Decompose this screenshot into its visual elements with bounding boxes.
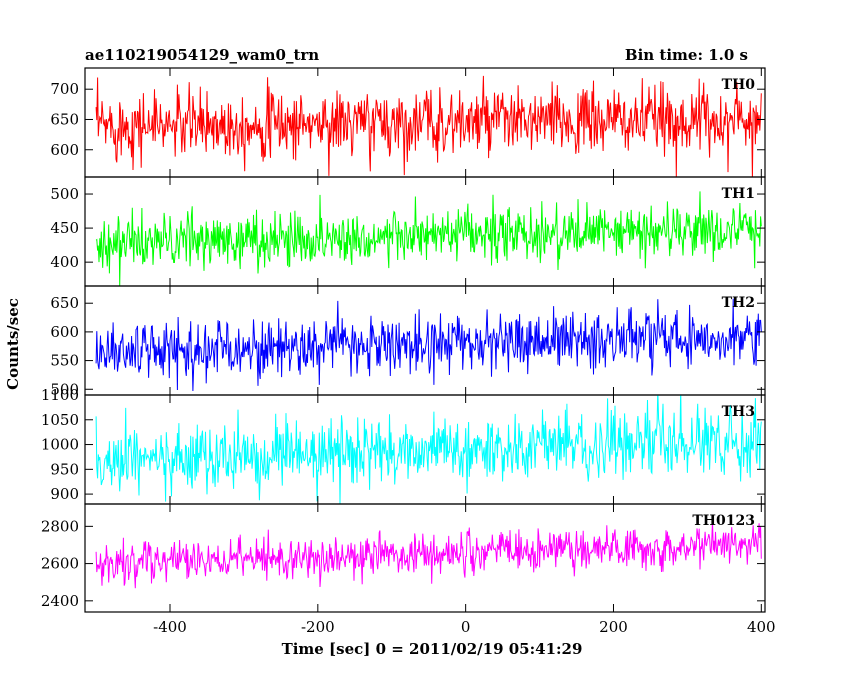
x-tick-label: 400 (747, 618, 776, 636)
y-tick-label: 650 (50, 294, 79, 312)
series-label-th0: TH0 (722, 77, 756, 93)
x-tick-label: 200 (599, 618, 628, 636)
series-label-th1: TH1 (722, 186, 755, 202)
y-tick-label: 600 (50, 323, 79, 341)
panel-th2: 500 550 600 650 TH2 (50, 285, 766, 398)
series-label-th2: TH2 (722, 295, 755, 311)
panel-frame (84, 285, 766, 396)
bin-time-label: Bin time: 1.0 s (625, 46, 748, 64)
series-line-th2 (95, 298, 762, 392)
y-tick-label: 500 (50, 185, 79, 203)
y-tick-label: 1050 (41, 411, 79, 429)
y-tick-label: 450 (50, 219, 79, 237)
panel-th0123: 2400 2600 2800 TH0123 (41, 503, 766, 613)
y-tick-label: 400 (50, 253, 79, 271)
panel-th1: 400 450 500 TH1 (50, 176, 766, 287)
y-axis-label: Counts/sec (4, 298, 22, 390)
y-tick-label: 2400 (41, 592, 79, 610)
y-tick-label: 500 (50, 380, 79, 398)
y-tick-label: 2800 (41, 517, 79, 535)
series-label-th0123: TH0123 (692, 513, 755, 529)
y-tick-label: 550 (50, 352, 79, 370)
series-line-th3 (95, 395, 762, 504)
y-tick-label: 650 (50, 110, 79, 128)
series-line-th1 (95, 191, 762, 286)
x-tick-label: -400 (153, 618, 187, 636)
y-tick-label: 900 (50, 485, 79, 503)
panel-th3: 900 950 1000 1050 1100 TH3 (41, 386, 766, 505)
y-tick-label: 600 (50, 141, 79, 159)
panels: 600 650 700 TH0 400 450 500 TH1 500 550 600 650 TH2 9… (41, 67, 766, 613)
series-line-th0123 (95, 520, 762, 589)
x-tick-label: -200 (301, 618, 335, 636)
x-tick-labels: -400 -200 0 200 400 (153, 618, 775, 636)
y-tick-label: 950 (50, 460, 79, 478)
y-tick-label: 2600 (41, 555, 79, 573)
chart-title: ae110219054129_wam0_trn (85, 46, 319, 64)
series-line-th0 (95, 75, 762, 177)
y-tick-label: 1100 (41, 386, 79, 404)
panel-frame (84, 503, 766, 613)
series-label-th3: TH3 (722, 404, 755, 420)
panel-th0: 600 650 700 TH0 (50, 67, 766, 178)
x-axis-label: Time [sec] 0 = 2011/02/19 05:41:29 (282, 640, 583, 658)
y-tick-label: 1000 (41, 436, 79, 454)
x-tick-label: 0 (461, 618, 471, 636)
y-tick-label: 700 (50, 80, 79, 98)
